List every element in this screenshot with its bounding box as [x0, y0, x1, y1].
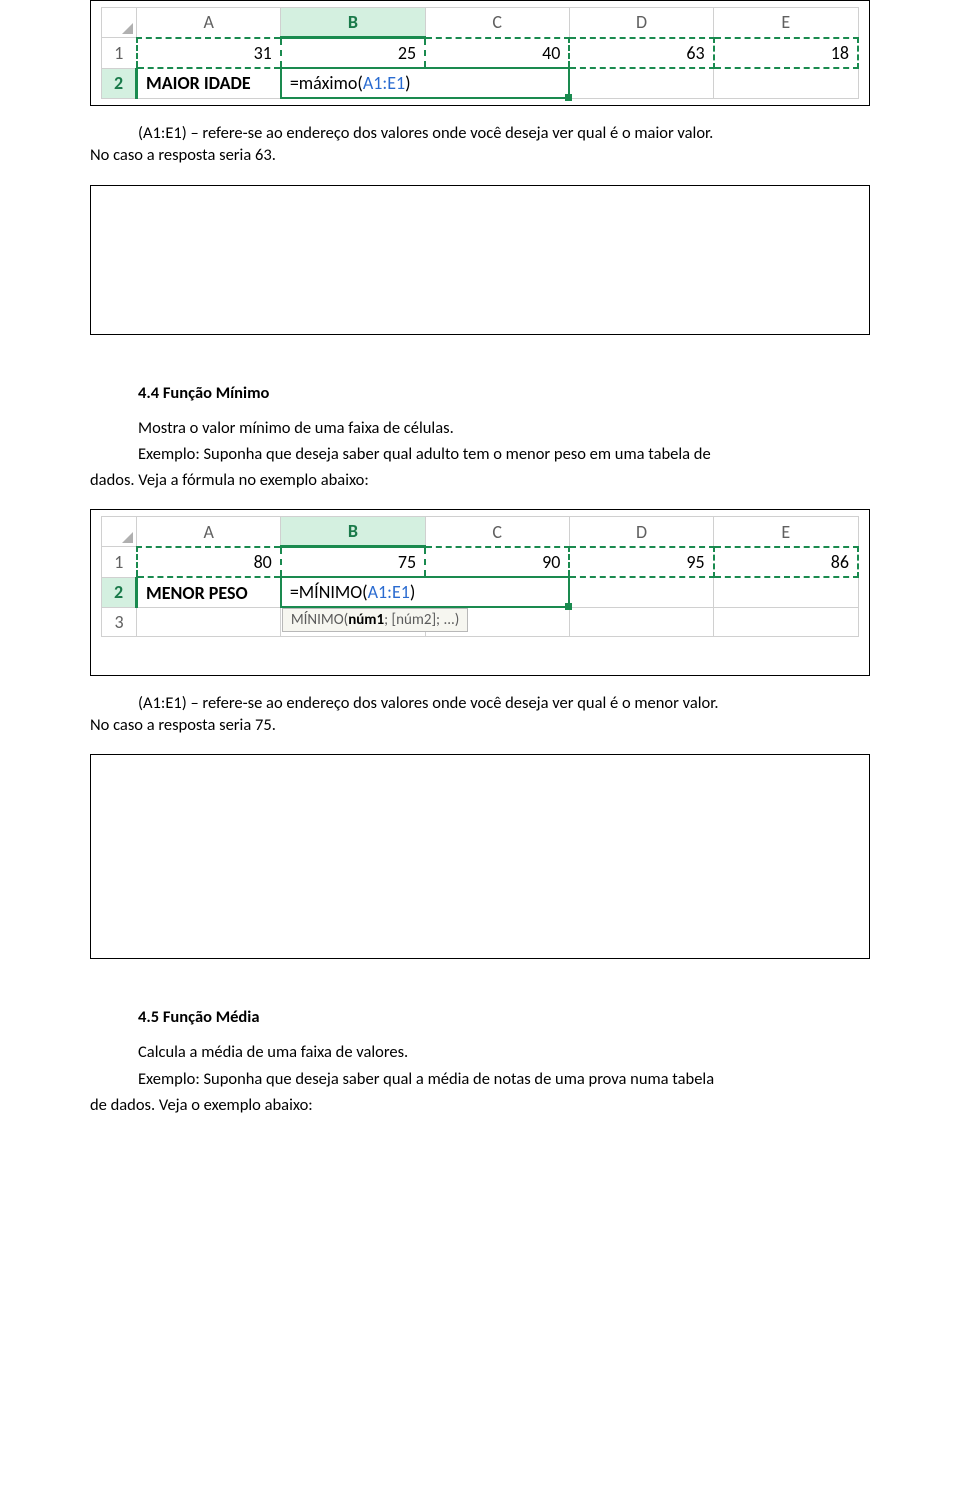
text-line: (A1:E1) – refere-se ao endereço dos valo…	[138, 123, 713, 143]
paragraph-minimo-explain: (A1:E1) – refere-se ao endereço dos valo…	[90, 692, 870, 737]
cell-A1: 80	[137, 547, 281, 578]
col-hdr-E: E	[714, 517, 858, 547]
formula-suffix: )	[405, 72, 410, 94]
placeholder-box	[90, 185, 870, 335]
section-4-4-body2a: Exemplo: Suponha que deseja saber qual a…	[138, 443, 870, 465]
formula-range: A1:E1	[368, 581, 410, 603]
cell-C1: 90	[425, 547, 569, 578]
row-hdr-1: 1	[102, 547, 137, 578]
col-hdr-C: C	[425, 517, 569, 547]
excel-table-2: A B C D E 1 80 75 90 95 86 2 MENOR PESO …	[101, 516, 859, 637]
text-line: (A1:E1) – refere-se ao endereço dos valo…	[138, 693, 718, 713]
section-4-4-body2b: dados. Veja a fórmula no exemplo abaixo:	[90, 469, 870, 491]
tooltip-text-pre: MÍNIMO(	[291, 611, 348, 629]
cell-B2-formula: =máximo(A1:E1)	[281, 68, 570, 98]
col-hdr-A: A	[137, 517, 281, 547]
row-hdr-2: 2	[102, 577, 137, 607]
cell-C1: 40	[425, 38, 569, 69]
section-4-5-body2b: de dados. Veja o exemplo abaixo:	[90, 1094, 870, 1116]
formula-suffix: )	[410, 581, 415, 603]
row-hdr-1: 1	[102, 38, 137, 69]
formula-prefix: =MÍNIMO(	[290, 581, 368, 603]
col-hdr-B: B	[281, 8, 425, 38]
formula-prefix: =máximo(	[290, 72, 363, 94]
cell-D1: 63	[569, 38, 713, 69]
placeholder-box	[90, 754, 870, 959]
paragraph-maximo-explain: (A1:E1) – refere-se ao endereço dos valo…	[90, 122, 870, 167]
row-hdr-2: 2	[102, 68, 137, 98]
section-4-5-body2a: Exemplo: Suponha que deseja saber qual a…	[138, 1068, 870, 1090]
col-hdr-A: A	[137, 8, 281, 38]
tooltip-text-bold: núm1	[348, 611, 384, 629]
row-hdr-3: 3	[102, 607, 137, 636]
tooltip-text-post: ; [núm2]; ...)	[384, 611, 459, 629]
section-4-5-body1: Calcula a média de uma faixa de valores.	[138, 1041, 870, 1063]
col-hdr-D: D	[569, 8, 713, 38]
cell-A3	[137, 607, 281, 636]
cell-B1: 75	[281, 547, 425, 578]
cell-A2-label: MAIOR IDADE	[137, 68, 281, 98]
cell-D2	[569, 577, 713, 607]
cell-E2	[714, 577, 858, 607]
section-4-5-title: 4.5 Função Média	[138, 1007, 870, 1027]
excel-table-1: A B C D E 1 31 25 40 63 18 2 MAIOR IDADE…	[101, 7, 859, 99]
section-4-4-title: 4.4 Função Mínimo	[138, 383, 870, 403]
cell-E1: 18	[714, 38, 858, 69]
cell-E2	[714, 68, 858, 98]
select-all-corner	[102, 517, 137, 547]
formula-tooltip: MÍNIMO(núm1; [núm2]; ...)	[282, 608, 469, 632]
text-line: No caso a resposta seria 63.	[90, 144, 870, 166]
col-hdr-E: E	[714, 8, 858, 38]
cell-D1: 95	[569, 547, 713, 578]
cell-B1: 25	[281, 38, 425, 69]
cell-D2	[569, 68, 713, 98]
cell-E3	[714, 607, 858, 636]
cell-A2-label: MENOR PESO	[137, 577, 281, 607]
formula-range: A1:E1	[363, 72, 405, 94]
cell-B2-formula: =MÍNIMO(A1:E1) MÍNIMO(núm1; [núm2]; ...)	[281, 577, 570, 607]
excel-screenshot-maximo: A B C D E 1 31 25 40 63 18 2 MAIOR IDADE…	[90, 0, 870, 106]
cell-A1: 31	[137, 38, 281, 69]
col-hdr-B: B	[281, 517, 425, 547]
col-hdr-D: D	[569, 517, 713, 547]
section-4-4-body1: Mostra o valor mínimo de uma faixa de cé…	[138, 417, 870, 439]
cell-E1: 86	[714, 547, 858, 578]
text-line: No caso a resposta seria 75.	[90, 714, 870, 736]
cell-D3	[569, 607, 713, 636]
excel-screenshot-minimo: A B C D E 1 80 75 90 95 86 2 MENOR PESO …	[90, 509, 870, 676]
col-hdr-C: C	[425, 8, 569, 38]
select-all-corner	[102, 8, 137, 38]
